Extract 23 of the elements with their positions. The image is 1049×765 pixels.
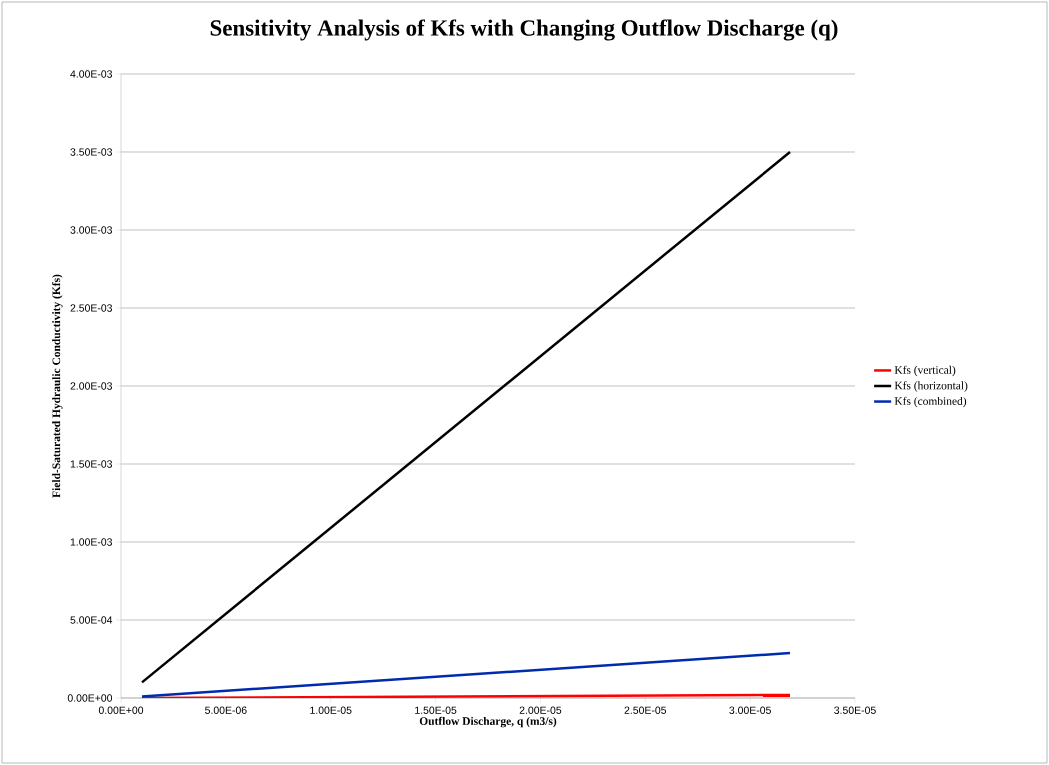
x-tick-label: 2.50E-05	[624, 706, 667, 714]
x-tick-label: 1.00E-05	[310, 706, 352, 714]
y-tick-label: 3.50E-03	[70, 148, 113, 156]
y-tick-label: 2.00E-03	[70, 382, 113, 390]
y-tick-label: 0.00E+00	[67, 694, 113, 702]
legend-label: Kfs (horizontal)	[894, 381, 968, 392]
x-tick-label: 2.00E-05	[519, 706, 562, 714]
x-tick-label: 0.00E+00	[98, 706, 144, 714]
chart-title: Sensitivity Analysis of Kfs with Changing Outflow Discharge (q)	[210, 19, 838, 41]
y-tick-label: 1.50E-03	[70, 460, 113, 468]
x-tick-label: 3.00E-05	[729, 706, 771, 714]
legend-label: Kfs (combined)	[894, 396, 967, 408]
x-tick-label: 5.00E-06	[205, 706, 247, 714]
y-tick-label: 1.00E-03	[70, 538, 113, 546]
y-tick-label: 5.00E-04	[70, 616, 113, 624]
y-axis-title: Field-Saturated Hydraulic Conductivity (Kfs)	[52, 274, 63, 498]
y-tick-label: 2.50E-03	[70, 304, 113, 312]
x-tick-label: 1.50E-05	[415, 706, 457, 714]
y-tick-label: 4.00E-03	[70, 70, 113, 78]
x-tick-label: 3.50E-05	[834, 706, 876, 714]
y-tick-label: 3.00E-03	[70, 226, 113, 234]
x-axis-title: Outflow Discharge, q (m3/s)	[419, 716, 557, 728]
legend-label: Kfs (vertical)	[894, 365, 956, 377]
